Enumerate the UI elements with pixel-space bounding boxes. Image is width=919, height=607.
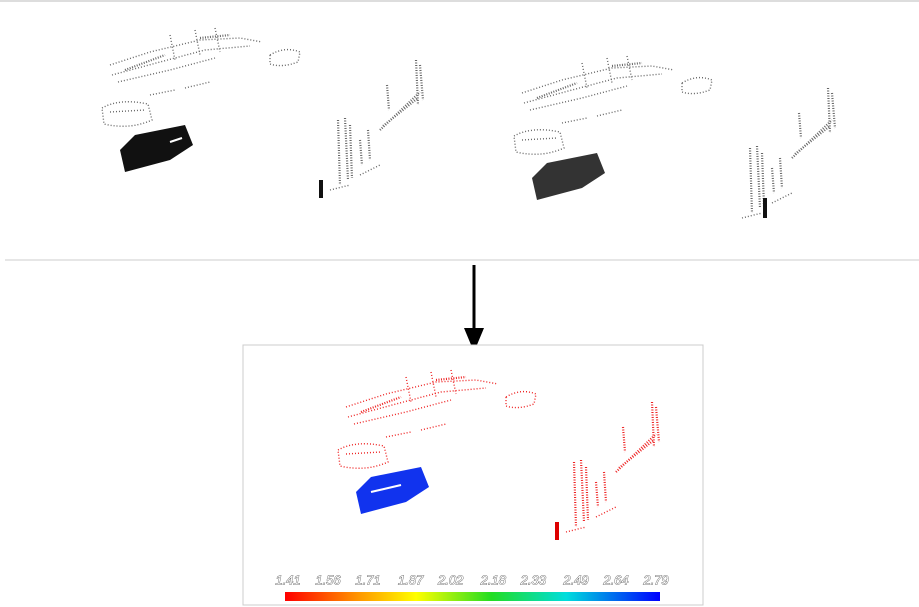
right-point-cloud [514,56,835,218]
colorbar-tick-label: 1.71 [355,572,380,587]
car [532,153,605,200]
left-point-cloud [102,28,423,198]
colorbar-tick-label: 2.33 [520,572,547,587]
colorbar [285,592,660,601]
colorbar-tick-label: 2.02 [437,572,464,587]
colorbar-tick-label: 2.64 [602,572,628,587]
colorbar-tick-label: 2.49 [562,572,588,587]
colorbar-tick-label: 1.56 [315,572,341,587]
result-panel [243,345,703,605]
colorbar-tick-label: 2.18 [480,572,507,587]
figure: 1.41 1.56 1.71 1.87 2.02 2.18 2.33 2.49 2.64 2.79 [0,0,919,607]
colorbar-tick-label: 1.87 [398,572,424,587]
car [120,125,193,172]
colorbar-tick-label: 2.79 [642,572,668,587]
colorbar-tick-label: 1.41 [275,572,300,587]
